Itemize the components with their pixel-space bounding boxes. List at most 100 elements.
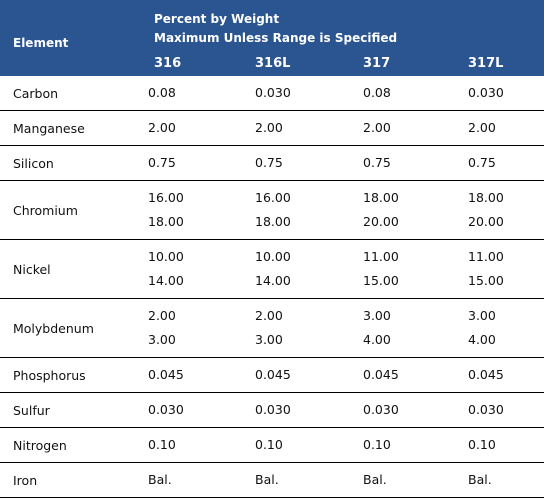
value-text: Bal. (363, 472, 387, 487)
table-body: Carbon 0.08 0.030 0.08 0.030 Manganese 2.00 2.0… (0, 76, 544, 498)
value-cell-317: 0.75 (356, 145, 465, 181)
value-text: 16.00 (148, 190, 184, 205)
value-text: 0.08 (148, 85, 176, 100)
value-text: 2.00 (148, 308, 176, 323)
value-text: 10.00 (148, 249, 184, 264)
value-text: 3.00 (363, 308, 391, 323)
value-text: 0.045 (255, 367, 291, 382)
value-text: 11.00 (468, 249, 504, 264)
value-cell-316l: 0.10 (249, 427, 356, 463)
table-row: Molybdenum 2.00 3.00 2.00 3.00 3.00 4.00 3.00 4.… (0, 298, 544, 358)
value-text: 0.75 (148, 155, 176, 170)
value-cell-317l: 0.10 (465, 427, 544, 463)
table-row: Iron Bal. Bal. Bal. Bal. (0, 462, 544, 498)
value-text: 14.00 (148, 273, 184, 288)
value-cell-317: 18.00 20.00 (356, 180, 465, 240)
value-cell-317l: 2.00 (465, 110, 544, 146)
value-cell-317: 0.08 (356, 76, 465, 111)
value-cell-316: 0.75 (146, 145, 249, 181)
value-cell-316l: 0.045 (249, 357, 356, 393)
value-cell-316: Bal. (146, 462, 249, 498)
value-text: 0.10 (255, 437, 283, 452)
value-text: 0.08 (363, 85, 391, 100)
value-cell-316: 0.08 (146, 76, 249, 111)
value-text: 0.030 (255, 402, 291, 417)
table-row: Carbon 0.08 0.030 0.08 0.030 (0, 76, 544, 111)
value-cell-316: 2.00 3.00 (146, 298, 249, 358)
value-text: 0.045 (148, 367, 184, 382)
value-text: 3.00 (148, 332, 176, 347)
value-text: 0.75 (363, 155, 391, 170)
value-text: 0.030 (468, 85, 504, 100)
value-text: 2.00 (255, 120, 283, 135)
value-text: 0.10 (363, 437, 391, 452)
value-text: 14.00 (255, 273, 291, 288)
value-text: 18.00 (363, 190, 399, 205)
value-text: 4.00 (363, 332, 391, 347)
value-cell-317l: 18.00 20.00 (465, 180, 544, 240)
value-text: 0.045 (363, 367, 399, 382)
value-text: 2.00 (148, 120, 176, 135)
value-text: 0.045 (468, 367, 504, 382)
table-row: Nitrogen 0.10 0.10 0.10 0.10 (0, 427, 544, 463)
element-name: Carbon (0, 76, 146, 111)
value-cell-317l: 11.00 15.00 (465, 239, 544, 299)
value-text: 3.00 (255, 332, 283, 347)
value-cell-317l: 0.75 (465, 145, 544, 181)
value-text: 15.00 (468, 273, 504, 288)
value-cell-317l: 3.00 4.00 (465, 298, 544, 358)
element-column-header: Element (0, 0, 146, 50)
element-name: Nitrogen (0, 427, 146, 463)
value-text: 2.00 (255, 308, 283, 323)
value-text: 20.00 (468, 214, 504, 229)
value-text: 0.10 (148, 437, 176, 452)
value-text: 20.00 (363, 214, 399, 229)
grade-header-316l: 316L (249, 50, 356, 76)
value-text: 0.030 (468, 402, 504, 417)
percent-by-weight-header: Percent by Weight (146, 0, 544, 26)
value-text: Bal. (148, 472, 172, 487)
value-cell-316: 0.045 (146, 357, 249, 393)
value-cell-317: 11.00 15.00 (356, 239, 465, 299)
value-text: 11.00 (363, 249, 399, 264)
value-cell-316l: 0.030 (249, 76, 356, 111)
table-row: Sulfur 0.030 0.030 0.030 0.030 (0, 392, 544, 428)
value-text: 0.030 (255, 85, 291, 100)
value-cell-316l: 0.030 (249, 392, 356, 428)
table-row: Silicon 0.75 0.75 0.75 0.75 (0, 145, 544, 181)
element-name: Manganese (0, 110, 146, 146)
value-cell-317l: 0.045 (465, 357, 544, 393)
value-cell-316l: 10.00 14.00 (249, 239, 356, 299)
value-text: 4.00 (468, 332, 496, 347)
element-name: Molybdenum (0, 298, 146, 358)
element-name: Iron (0, 462, 146, 498)
value-cell-317l: 0.030 (465, 76, 544, 111)
value-cell-317l: 0.030 (465, 392, 544, 428)
value-text: 0.030 (148, 402, 184, 417)
grade-header-317l: 317L (465, 50, 544, 76)
value-cell-317: 0.030 (356, 392, 465, 428)
value-text: 2.00 (363, 120, 391, 135)
value-text: Bal. (468, 472, 492, 487)
element-name: Phosphorus (0, 357, 146, 393)
table-row: Nickel 10.00 14.00 10.00 14.00 11.00 15.00 11.0… (0, 239, 544, 299)
table-row: Phosphorus 0.045 0.045 0.045 0.045 (0, 357, 544, 393)
maximum-range-header: Maximum Unless Range is Specified (146, 26, 544, 50)
element-name: Chromium (0, 180, 146, 240)
value-text: 3.00 (468, 308, 496, 323)
value-text: 18.00 (468, 190, 504, 205)
value-cell-316: 2.00 (146, 110, 249, 146)
value-text: 18.00 (148, 214, 184, 229)
value-cell-317: 3.00 4.00 (356, 298, 465, 358)
element-name: Silicon (0, 145, 146, 181)
grade-header-316: 316 (146, 50, 249, 76)
value-cell-316: 16.00 18.00 (146, 180, 249, 240)
value-text: 18.00 (255, 214, 291, 229)
value-cell-317: 0.10 (356, 427, 465, 463)
value-cell-316l: Bal. (249, 462, 356, 498)
table-row: Manganese 2.00 2.00 2.00 2.00 (0, 110, 544, 146)
value-text: Bal. (255, 472, 279, 487)
value-text: 16.00 (255, 190, 291, 205)
value-text: 0.75 (255, 155, 283, 170)
table-header: Element Percent by Weight Maximum Unless… (0, 0, 544, 76)
